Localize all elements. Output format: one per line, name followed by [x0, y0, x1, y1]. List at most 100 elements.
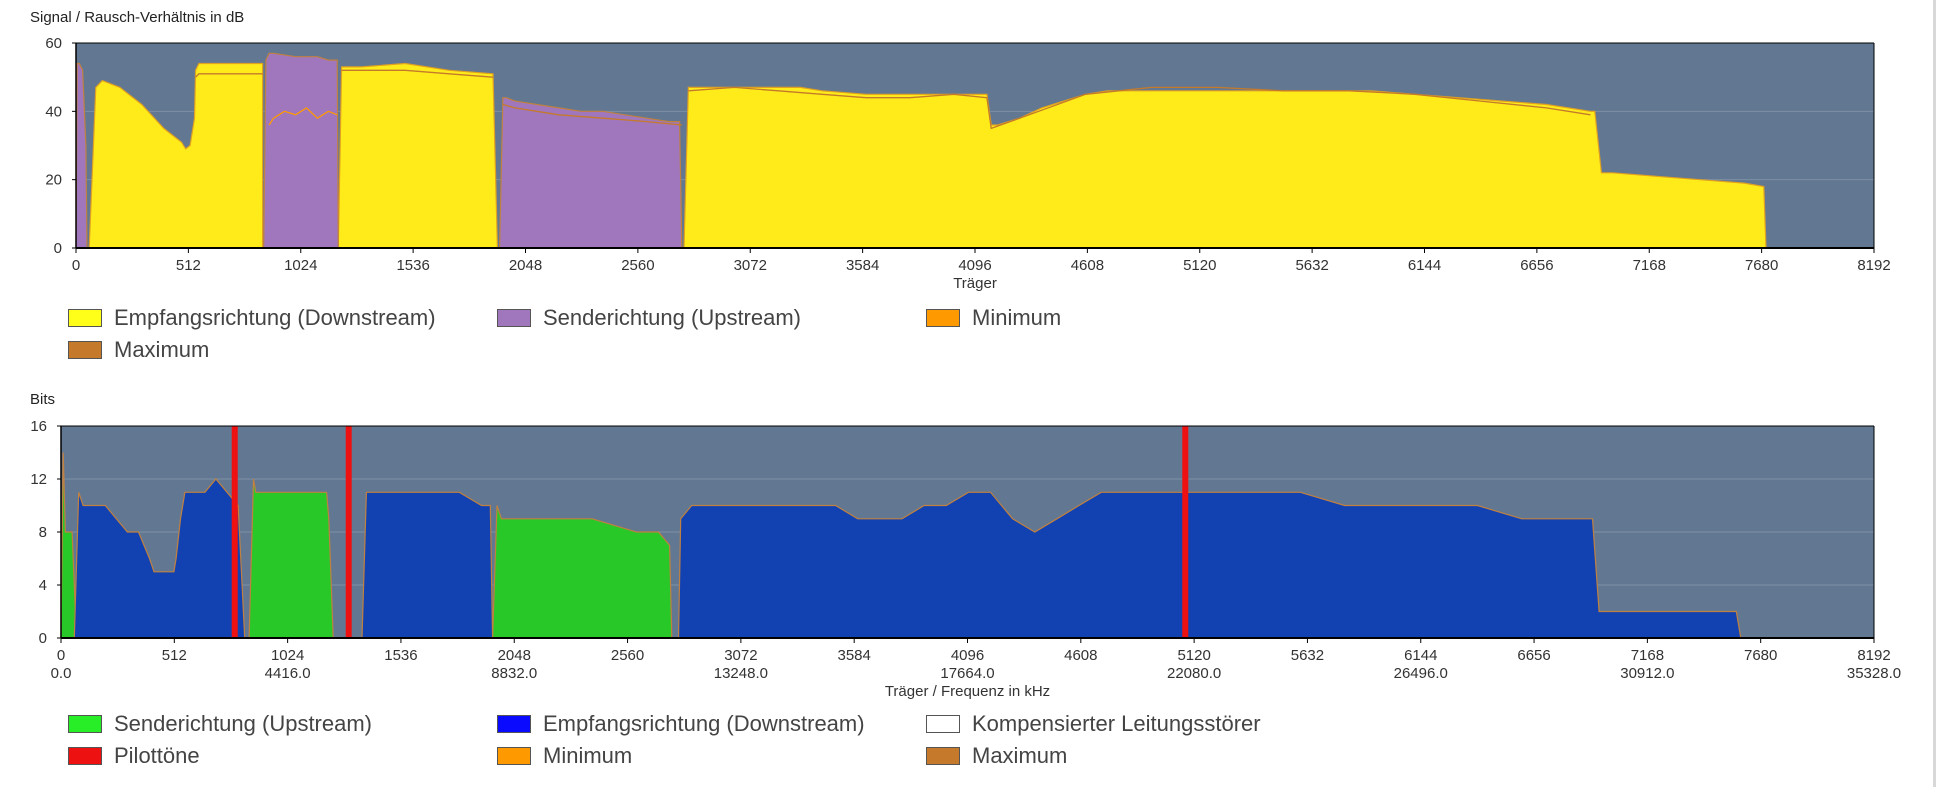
x-tick-label: 5632 [1295, 257, 1328, 274]
frequency-tick-label: 4416.0 [265, 665, 311, 682]
legend-item-minimum: Minimum [926, 305, 1061, 331]
x-tick-label: 7680 [1745, 257, 1778, 274]
x-tick-label: 2560 [611, 647, 644, 664]
downstream-snr-area [683, 86, 1767, 249]
legend-item-compensated-noise: Kompensierter Leitungsstörer [926, 711, 1261, 737]
legend-swatch-downstream [497, 715, 531, 733]
x-tick-label: 3072 [734, 257, 767, 274]
legend-swatch-compensated-noise [926, 715, 960, 733]
frequency-tick-label: 17664.0 [940, 665, 994, 682]
x-tick-label: 0 [72, 257, 80, 274]
legend-swatch-maximum [68, 341, 102, 359]
y-tick-label: 12 [30, 471, 47, 488]
y-tick-label: 8 [39, 524, 47, 541]
x-tick-label: 3584 [846, 257, 879, 274]
legend-item-maximum: Maximum [926, 743, 1067, 769]
x-tick-label: 0 [57, 647, 65, 664]
legend-item-upstream: Senderichtung (Upstream) [497, 305, 801, 331]
legend-label: Empfangsrichtung (Downstream) [543, 711, 865, 736]
frequency-tick-label: 8832.0 [491, 665, 537, 682]
y-tick-label: 60 [45, 35, 62, 52]
snr-x-axis-label: Träger [953, 275, 997, 292]
pilot-tone-bar [345, 426, 352, 638]
x-tick-label: 5120 [1177, 647, 1210, 664]
upstream-snr-area [498, 97, 683, 249]
x-tick-label: 512 [176, 257, 201, 274]
downstream-bits-area [361, 491, 494, 639]
x-tick-label: 3584 [838, 647, 871, 664]
x-tick-label: 6144 [1404, 647, 1437, 664]
x-tick-label: 2048 [498, 647, 531, 664]
x-tick-label: 1536 [396, 257, 429, 274]
bits-chart-title: Bits [30, 391, 56, 408]
legend-swatch-upstream [497, 309, 531, 327]
legend-swatch-minimum [497, 747, 531, 765]
y-tick-label: 20 [45, 172, 62, 189]
downstream-bits-area [677, 491, 1742, 639]
x-tick-label: 4096 [958, 257, 991, 274]
legend-label: Kompensierter Leitungsstörer [972, 711, 1261, 736]
legend-item-upstream: Senderichtung (Upstream) [68, 711, 372, 737]
x-tick-label: 8192 [1857, 257, 1890, 274]
snr-chart-title: Signal / Rausch-Verhältnis in dB [30, 9, 245, 26]
frequency-tick-label: 22080.0 [1167, 665, 1221, 682]
legend-label: Minimum [543, 743, 633, 768]
y-tick-label: 0 [39, 630, 47, 647]
x-tick-label: 1024 [284, 257, 317, 274]
upstream-min-line [268, 107, 338, 126]
legend-swatch-minimum [926, 309, 960, 327]
frequency-tick-label: 30912.0 [1620, 665, 1674, 682]
legend-item-minimum: Minimum [497, 743, 632, 769]
pilot-tone-bar [231, 426, 238, 638]
legend-label: Pilottöne [114, 743, 200, 768]
x-tick-label: 1024 [271, 647, 304, 664]
upstream-max-line [502, 103, 682, 126]
legend-item-maximum: Maximum [68, 337, 209, 363]
x-tick-label: 512 [162, 647, 187, 664]
x-tick-label: 2560 [621, 257, 654, 274]
page-scrollbar[interactable] [1933, 0, 1936, 787]
downstream-min-line [341, 69, 494, 78]
legend-label: Senderichtung (Upstream) [543, 305, 802, 330]
bits-x-axis-label: Träger / Frequenz in kHz [885, 683, 1050, 700]
legend-label: Minimum [972, 305, 1062, 330]
downstream-snr-area [337, 62, 499, 249]
frequency-tick-label: 13248.0 [714, 665, 768, 682]
y-tick-label: 0 [54, 240, 62, 257]
x-tick-label: 7680 [1744, 647, 1777, 664]
upstream-snr-area [263, 52, 339, 249]
downstream-bits-area [73, 478, 246, 639]
legend-item-pilot-tones: Pilottöne [68, 743, 200, 769]
y-tick-label: 40 [45, 103, 62, 120]
x-tick-label: 4608 [1071, 257, 1104, 274]
legend-item-downstream: Empfangsrichtung (Downstream) [68, 305, 436, 331]
legend-swatch-pilot-tones [68, 747, 102, 765]
x-tick-label: 4608 [1064, 647, 1097, 664]
frequency-tick-label: 26496.0 [1394, 665, 1448, 682]
x-tick-label: 8192 [1857, 647, 1890, 664]
legend-label: Maximum [114, 337, 210, 362]
legend-swatch-downstream [68, 309, 102, 327]
legend-label: Maximum [972, 743, 1068, 768]
legend-swatch-upstream [68, 715, 102, 733]
x-tick-label: 1536 [384, 647, 417, 664]
x-tick-label: 2048 [509, 257, 542, 274]
upstream-bits-area [491, 505, 673, 639]
x-tick-label: 5120 [1183, 257, 1216, 274]
x-tick-label: 5632 [1291, 647, 1324, 664]
x-tick-label: 6144 [1408, 257, 1441, 274]
downstream-min-line [195, 73, 263, 78]
frequency-tick-label: 35328.0 [1847, 665, 1901, 682]
x-tick-label: 7168 [1631, 647, 1664, 664]
pilot-tone-bar [1182, 426, 1189, 638]
downstream-snr-area [88, 62, 264, 249]
legend-label: Senderichtung (Upstream) [114, 711, 373, 736]
x-tick-label: 4096 [951, 647, 984, 664]
downstream-max-line [688, 86, 1591, 130]
x-tick-label: 6656 [1520, 257, 1553, 274]
y-tick-label: 4 [39, 577, 47, 594]
legend-item-downstream: Empfangsrichtung (Downstream) [497, 711, 865, 737]
y-tick-label: 16 [30, 418, 47, 435]
x-tick-label: 6656 [1517, 647, 1550, 664]
